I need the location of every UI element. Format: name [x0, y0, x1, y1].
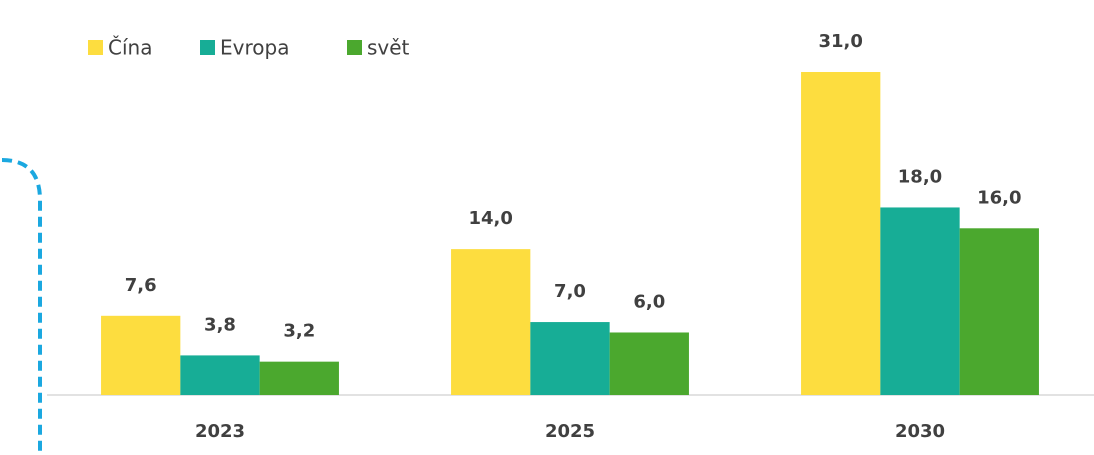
bar [801, 72, 881, 395]
bar [959, 228, 1039, 395]
data-label: 31,0 [818, 31, 862, 52]
bar [880, 207, 960, 395]
data-label: 3,8 [204, 314, 236, 335]
data-label: 14,0 [468, 208, 512, 229]
legend-label: Čína [108, 36, 152, 60]
data-label: 6,0 [633, 291, 665, 312]
bar [180, 355, 260, 395]
x-tick-label: 2030 [895, 421, 945, 442]
bar [101, 315, 181, 395]
x-tick-label: 2023 [195, 421, 245, 442]
legend-label: svět [367, 36, 410, 60]
data-label: 16,0 [977, 187, 1021, 208]
bar [451, 249, 531, 395]
bar [530, 322, 610, 395]
data-label: 7,6 [125, 275, 157, 296]
data-label: 3,2 [283, 321, 315, 342]
legend-swatch [347, 40, 362, 55]
data-label: 7,0 [554, 281, 586, 302]
bar [259, 361, 339, 395]
legend-swatch [88, 40, 103, 55]
legend-label: Evropa [220, 36, 289, 60]
selection-border [1, 158, 42, 455]
legend-swatch [200, 40, 215, 55]
x-tick-label: 2025 [545, 421, 595, 442]
data-label: 18,0 [898, 166, 942, 187]
bar [609, 332, 689, 395]
